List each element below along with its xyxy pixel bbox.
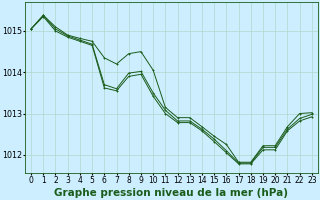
X-axis label: Graphe pression niveau de la mer (hPa): Graphe pression niveau de la mer (hPa) [54, 188, 288, 198]
